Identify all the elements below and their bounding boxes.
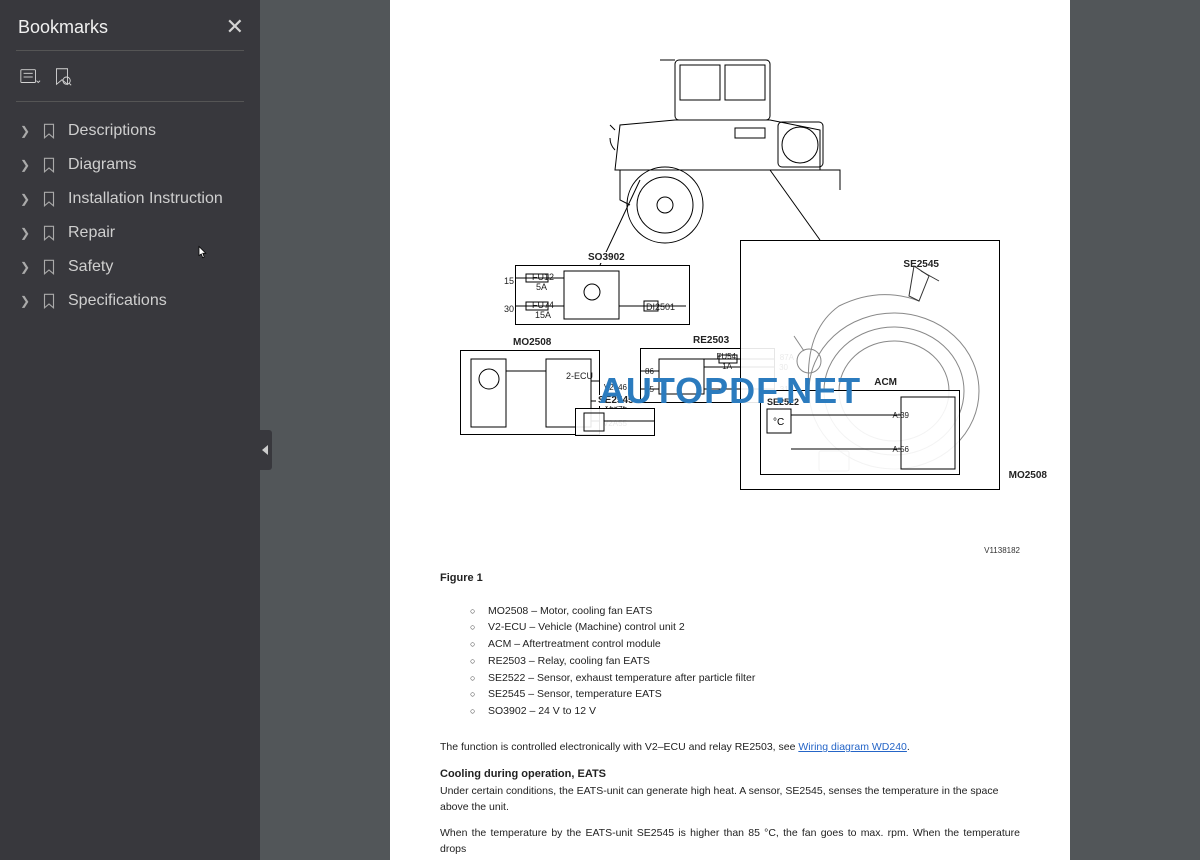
bookmark-icon — [40, 224, 58, 242]
bookmark-label: Safety — [68, 258, 113, 276]
sub-heading: Cooling during operation, EATS — [440, 766, 1020, 783]
bookmark-item-safety[interactable]: ❯ Safety — [12, 250, 248, 284]
label-so3902: SO3902 — [586, 252, 627, 263]
document-text: Figure 1 MO2508 – Motor, cooling fan EAT… — [440, 570, 1020, 857]
bookmark-toolbar — [0, 59, 260, 101]
sidebar-title: Bookmarks — [18, 17, 108, 38]
diagram-area: SO3902 15 30 FU12 5A FU74 15A DI2501 — [440, 40, 1020, 560]
pdf-page: SO3902 15 30 FU12 5A FU74 15A DI2501 — [390, 0, 1070, 860]
bookmark-icon — [40, 122, 58, 140]
bookmark-list: ❯ Descriptions ❯ Diagrams ❯ Installation… — [0, 114, 260, 318]
chevron-right-icon: ❯ — [16, 158, 34, 172]
bookmark-item-specifications[interactable]: ❯ Specifications — [12, 284, 248, 318]
truck-illustration — [560, 50, 900, 250]
schematic-box-se2545: SE2545 — [575, 408, 655, 436]
sidebar-header: Bookmarks ✕ — [0, 0, 260, 50]
legend-item: SO3902 – 24 V to 12 V — [470, 703, 1020, 720]
chevron-right-icon: ❯ — [16, 192, 34, 206]
body-paragraph: The function is controlled electronicall… — [440, 740, 1020, 756]
body-paragraph: Under certain conditions, the EATS-unit … — [440, 784, 1020, 816]
legend-item: SE2545 – Sensor, temperature EATS — [470, 686, 1020, 703]
bookmark-icon — [40, 190, 58, 208]
body-paragraph: When the temperature by the EATS-unit SE… — [440, 826, 1020, 858]
bookmark-label: Diagrams — [68, 156, 136, 174]
wiring-diagram-link[interactable]: Wiring diagram WD240 — [798, 741, 907, 753]
chevron-right-icon: ❯ — [16, 124, 34, 138]
bookmark-item-descriptions[interactable]: ❯ Descriptions — [12, 114, 248, 148]
figure-caption: Figure 1 — [440, 570, 1020, 587]
bookmark-icon — [40, 156, 58, 174]
label-acm: ACM — [872, 377, 899, 388]
divider — [16, 101, 244, 102]
bookmark-label: Repair — [68, 224, 115, 242]
bookmark-label: Installation Instruction — [68, 190, 223, 208]
legend-list: MO2508 – Motor, cooling fan EATS V2-ECU … — [470, 603, 1020, 721]
legend-item: ACM – Aftertreatment control module — [470, 636, 1020, 653]
bookmark-item-diagrams[interactable]: ❯ Diagrams — [12, 148, 248, 182]
watermark-text: AUTOPDF.NET — [599, 370, 861, 412]
chevron-right-icon: ❯ — [16, 226, 34, 240]
legend-item: V2-ECU – Vehicle (Machine) control unit … — [470, 619, 1020, 636]
bookmark-label: Descriptions — [68, 122, 156, 140]
document-viewer[interactable]: SO3902 15 30 FU12 5A FU74 15A DI2501 — [260, 0, 1200, 860]
legend-item: RE2503 – Relay, cooling fan EATS — [470, 653, 1020, 670]
cursor-icon — [193, 245, 211, 263]
svg-text:°C: °C — [773, 417, 784, 428]
schematic-box-so3902: SO3902 15 30 FU12 5A FU74 15A DI2501 — [515, 265, 690, 325]
collapse-sidebar-icon[interactable] — [260, 430, 272, 470]
divider — [16, 50, 244, 51]
bookmark-icon — [40, 258, 58, 276]
figure-id: V1138182 — [984, 546, 1020, 555]
bookmark-ribbon-icon[interactable] — [48, 63, 76, 91]
bookmark-icon — [40, 292, 58, 310]
label-re2503: RE2503 — [691, 335, 731, 346]
chevron-right-icon: ❯ — [16, 260, 34, 274]
list-options-icon[interactable] — [16, 63, 44, 91]
close-icon[interactable]: ✕ — [226, 14, 244, 40]
bookmark-item-repair[interactable]: ❯ Repair — [12, 216, 248, 250]
bookmark-label: Specifications — [68, 292, 167, 310]
bookmark-item-installation[interactable]: ❯ Installation Instruction — [12, 182, 248, 216]
bookmarks-sidebar: Bookmarks ✕ ❯ Descriptions ❯ Diagrams ❯ … — [0, 0, 260, 860]
chevron-right-icon: ❯ — [16, 294, 34, 308]
legend-item: SE2522 – Sensor, exhaust temperature aft… — [470, 670, 1020, 687]
legend-item: MO2508 – Motor, cooling fan EATS — [470, 603, 1020, 620]
label-mo2508: MO2508 — [511, 337, 553, 348]
